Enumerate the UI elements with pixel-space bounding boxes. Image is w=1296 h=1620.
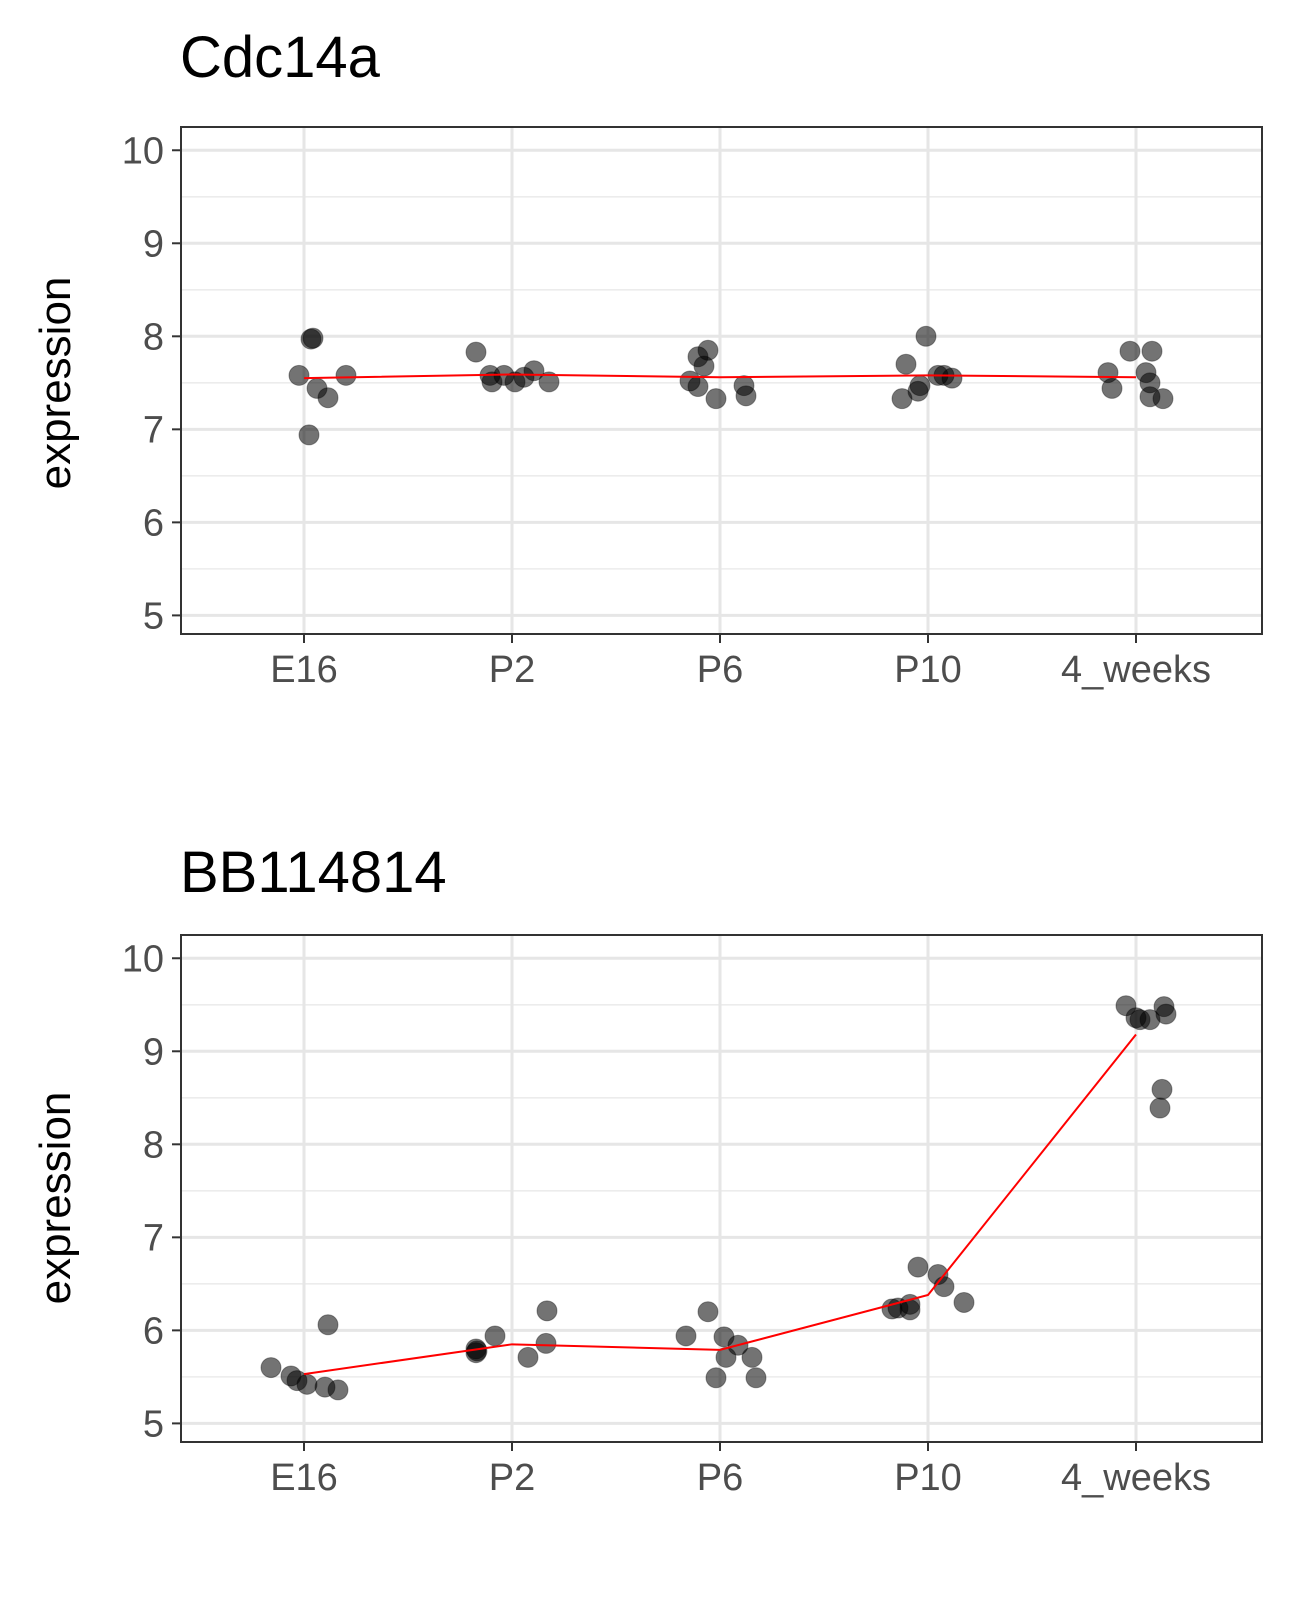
x-tick-label: P2: [489, 649, 535, 691]
data-point: [517, 1346, 539, 1368]
data-point: [317, 1314, 339, 1336]
data-point: [300, 328, 322, 350]
data-point: [1141, 340, 1163, 362]
data-point: [899, 1299, 921, 1321]
data-point: [915, 325, 937, 347]
data-point: [260, 1357, 282, 1379]
y-tick-label: 6: [143, 1310, 164, 1352]
mean-trend-line: [303, 373, 1137, 380]
data-point: [941, 367, 963, 389]
data-point: [697, 1301, 719, 1323]
y-tick-label: 10: [122, 130, 164, 172]
data-point: [705, 1367, 727, 1389]
y-tick-label: 7: [143, 1217, 164, 1259]
data-point: [1149, 1097, 1171, 1119]
y-tick-label: 7: [143, 409, 164, 451]
y-axis-title: expression: [31, 277, 80, 490]
data-point: [933, 1276, 955, 1298]
data-point: [288, 364, 310, 386]
data-point: [675, 1325, 697, 1347]
data-point: [327, 1379, 349, 1401]
y-tick-label: 8: [143, 1124, 164, 1166]
y-tick-label: 5: [143, 1403, 164, 1445]
data-point: [1151, 1078, 1173, 1100]
x-tick-label: 4_weeks: [1061, 1457, 1211, 1499]
x-tick-label: P10: [894, 1457, 962, 1499]
y-tick-label: 9: [143, 223, 164, 265]
y-tick-label: 8: [143, 316, 164, 358]
x-tick-label: P10: [894, 649, 962, 691]
data-point: [484, 1325, 506, 1347]
data-point: [705, 388, 727, 410]
chart-title: BB114814: [180, 840, 447, 905]
data-point: [298, 424, 320, 446]
data-point: [1155, 1003, 1177, 1025]
data-point: [907, 1256, 929, 1278]
data-point: [536, 1300, 558, 1322]
x-tick-label: E16: [270, 649, 338, 691]
data-point: [1119, 340, 1141, 362]
y-axis-title: expression: [31, 1092, 80, 1305]
data-point: [891, 388, 913, 410]
data-point: [953, 1291, 975, 1313]
data-point: [535, 1332, 557, 1354]
y-tick-label: 9: [143, 1031, 164, 1073]
data-point: [735, 385, 757, 407]
x-tick-label: P2: [489, 1457, 535, 1499]
panel-border: [180, 934, 1263, 1443]
panel-border: [180, 126, 1263, 635]
data-point: [465, 341, 487, 363]
data-point: [741, 1346, 763, 1368]
y-tick-label: 5: [143, 595, 164, 637]
chart-panel-cdc14a: Cdc14a expression 5 6 7 8 9 10 E16 P2 P6 P10 4_wee…: [31, 25, 1263, 691]
chart-panel-bb114814: BB114814 expression 5 6 7 8 9 10 E16 P2 P6 P10 4_w…: [31, 840, 1263, 1499]
y-tick-label: 10: [122, 938, 164, 980]
data-point: [693, 355, 715, 377]
data-point: [296, 1373, 318, 1395]
data-point: [687, 376, 709, 398]
data-point: [1101, 377, 1123, 399]
x-tick-label: E16: [270, 1457, 338, 1499]
data-point: [335, 364, 357, 386]
x-tick-label: 4_weeks: [1061, 649, 1211, 691]
data-point: [317, 387, 339, 409]
data-point: [1139, 372, 1161, 394]
data-point: [895, 353, 917, 375]
data-point: [1152, 388, 1174, 410]
mean-trend-line: [303, 1033, 1137, 1376]
y-tick-label: 6: [143, 502, 164, 544]
x-tick-label: P6: [697, 649, 743, 691]
data-point: [745, 1367, 767, 1389]
data-point: [538, 371, 560, 393]
chart-title: Cdc14a: [180, 25, 381, 90]
x-tick-label: P6: [697, 1457, 743, 1499]
